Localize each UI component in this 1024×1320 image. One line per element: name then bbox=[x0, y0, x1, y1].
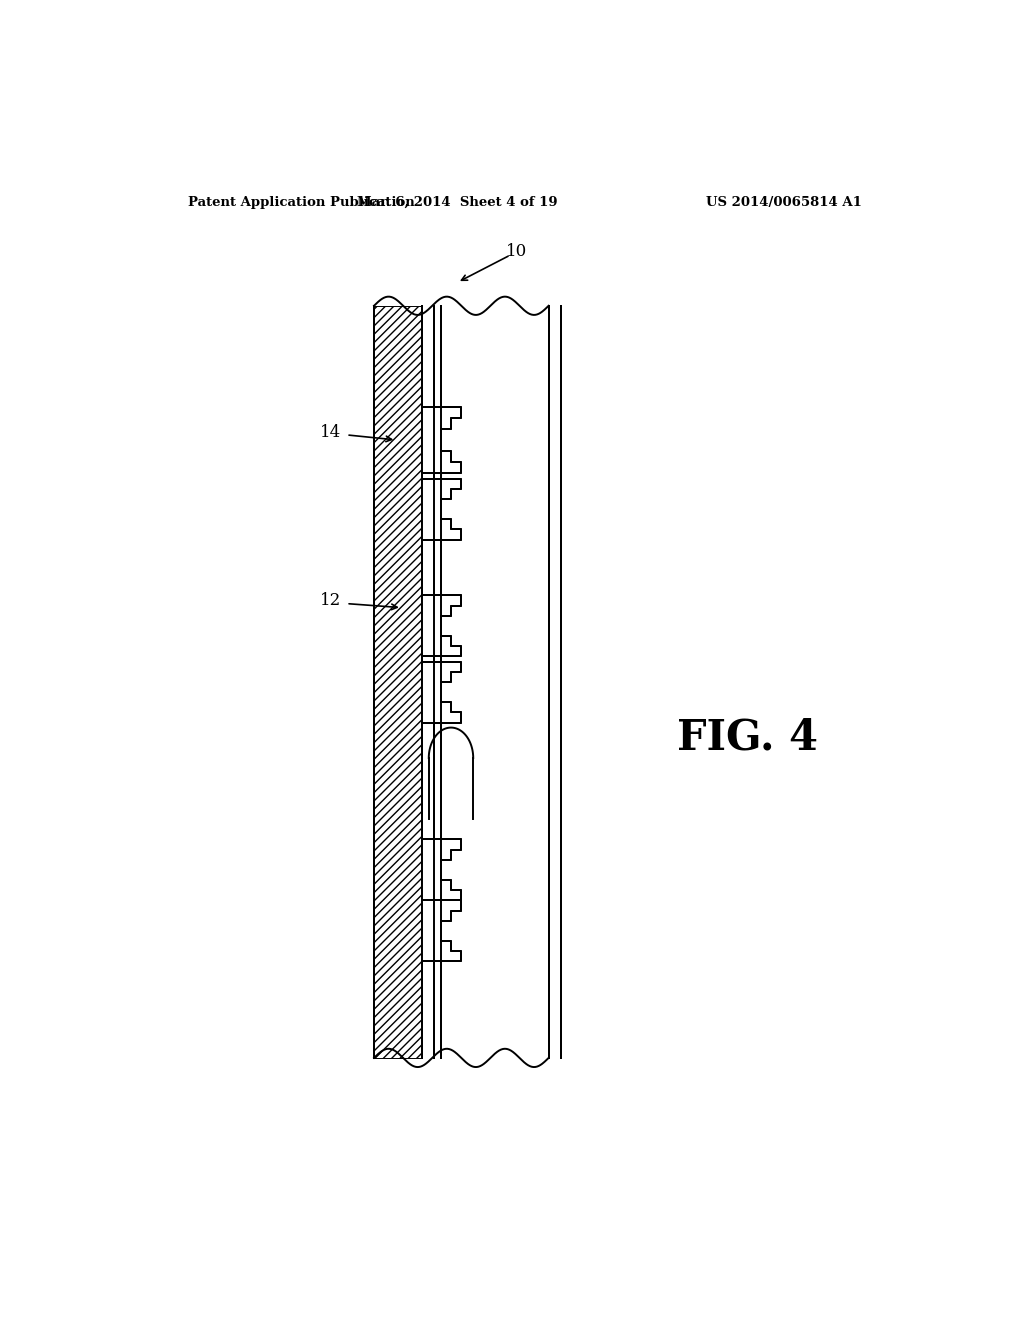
Text: FIG. 4: FIG. 4 bbox=[677, 717, 817, 759]
Bar bbox=[422, 840, 461, 900]
Text: 10: 10 bbox=[506, 243, 527, 260]
Bar bbox=[422, 595, 461, 656]
Text: Mar. 6, 2014  Sheet 4 of 19: Mar. 6, 2014 Sheet 4 of 19 bbox=[357, 195, 558, 209]
Bar bbox=[422, 408, 461, 474]
Text: 12: 12 bbox=[319, 593, 341, 609]
Bar bbox=[422, 900, 461, 961]
Bar bbox=[422, 479, 461, 540]
Text: 14: 14 bbox=[319, 424, 341, 441]
Text: Patent Application Publication: Patent Application Publication bbox=[187, 195, 415, 209]
Bar bbox=[374, 306, 422, 1057]
Text: US 2014/0065814 A1: US 2014/0065814 A1 bbox=[707, 195, 862, 209]
Bar bbox=[422, 661, 461, 722]
